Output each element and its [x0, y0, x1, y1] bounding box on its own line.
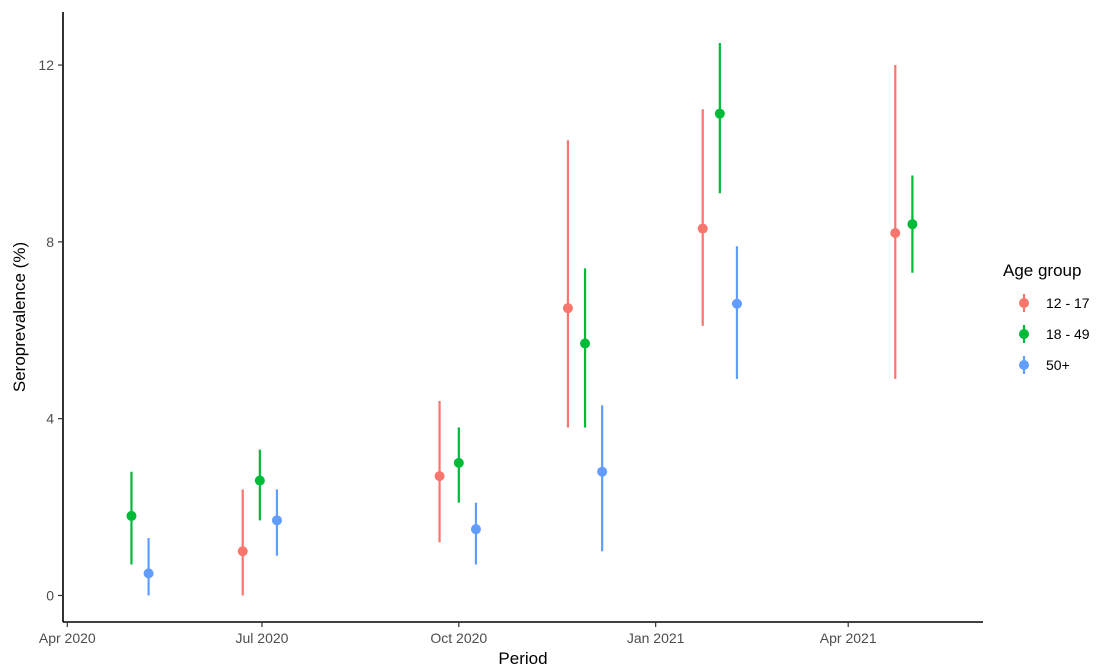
data-point: [453, 457, 464, 468]
legend-title: Age group: [1003, 261, 1081, 280]
legend: Age group 12 - 17 18 - 49 50+: [1003, 261, 1090, 374]
x-tick-label: Jul 2020: [236, 630, 289, 646]
legend-key-point: [1019, 298, 1029, 308]
legend-key: [1019, 294, 1029, 312]
data-point: [714, 108, 725, 119]
legend-items: 12 - 17 18 - 49 50+: [1019, 294, 1090, 374]
data-point: [470, 524, 481, 535]
legend-key-point: [1019, 329, 1029, 339]
x-tick-label: Apr 2021: [820, 630, 877, 646]
data-point: [143, 568, 154, 579]
series-3: [143, 246, 742, 596]
y-tick-label: 8: [46, 234, 54, 250]
legend-label: 12 - 17: [1046, 295, 1090, 311]
x-axis-ticks: Apr 2020 Jul 2020 Oct 2020 Jan 2021 Apr 2021: [39, 622, 877, 646]
legend-label: 50+: [1046, 357, 1070, 373]
x-tick-label: Apr 2020: [39, 630, 96, 646]
data-point: [731, 298, 742, 309]
data-point: [697, 223, 708, 234]
data-point: [580, 338, 591, 349]
x-axis-title: Period: [498, 649, 547, 668]
y-axis-title: Seroprevalence (%): [10, 242, 29, 392]
legend-key-point: [1019, 360, 1029, 370]
data-point: [890, 228, 901, 239]
data-point: [434, 471, 445, 482]
x-tick-label: Oct 2020: [430, 630, 487, 646]
legend-key: [1019, 356, 1029, 374]
series-2: [126, 42, 918, 565]
x-tick-label: Jan 2021: [627, 630, 685, 646]
data-point: [126, 510, 137, 521]
data-point: [237, 546, 248, 557]
legend-key: [1019, 325, 1029, 343]
data-point: [254, 475, 265, 486]
data-point: [271, 515, 282, 526]
data-point: [907, 219, 918, 230]
y-tick-label: 12: [38, 57, 54, 73]
series-layer: [126, 42, 918, 596]
y-tick-label: 0: [46, 587, 54, 603]
series-1: [237, 65, 901, 596]
y-tick-label: 4: [46, 411, 54, 427]
data-point: [562, 303, 573, 314]
legend-label: 18 - 49: [1046, 326, 1090, 342]
y-axis-ticks: 0 4 8 12: [38, 57, 63, 603]
data-point: [597, 466, 608, 477]
